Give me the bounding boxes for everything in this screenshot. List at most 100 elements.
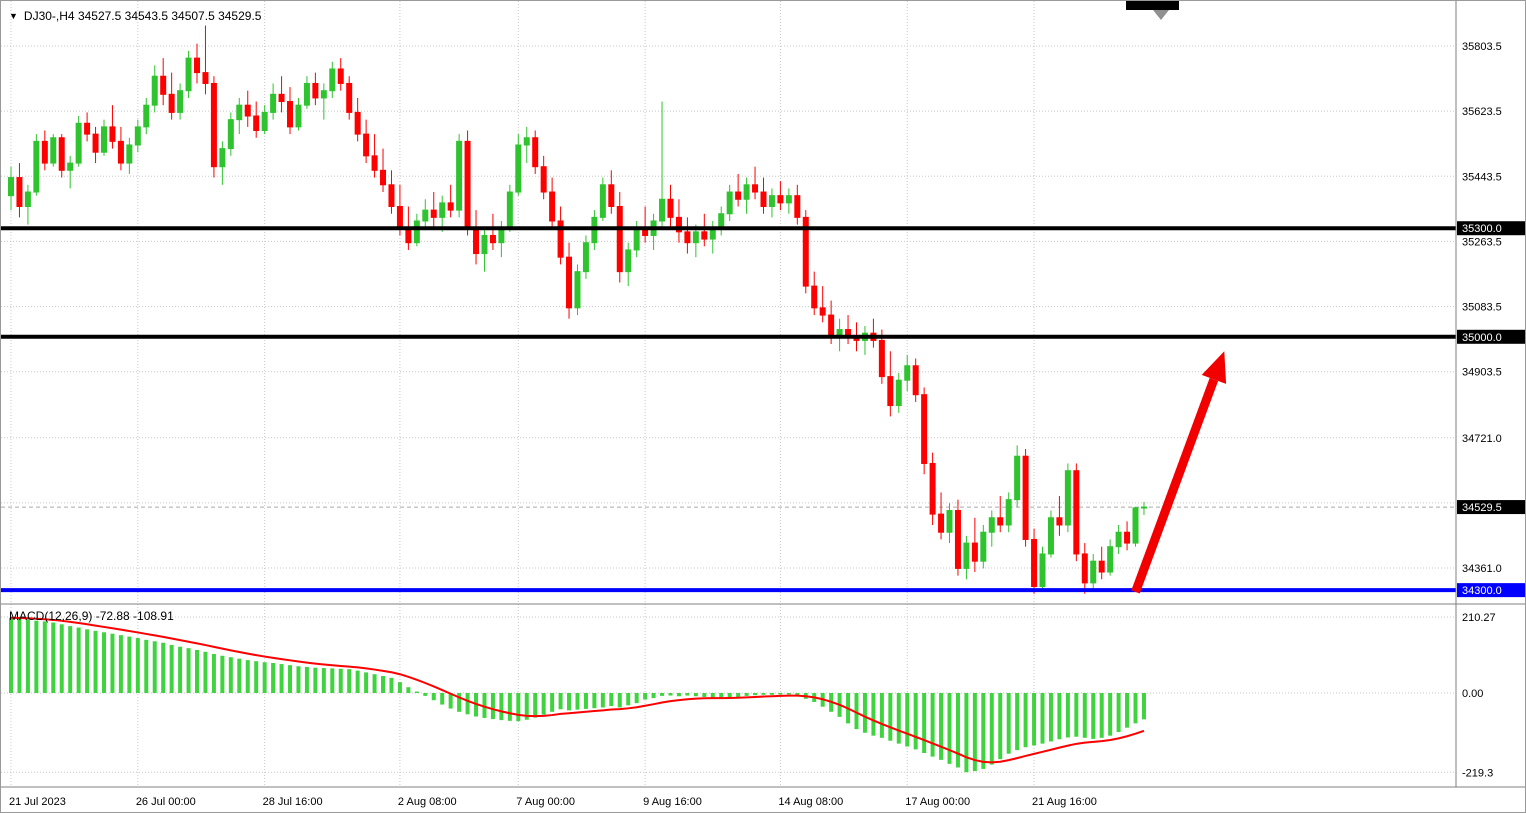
candle-up — [599, 184, 606, 218]
candle-down — [608, 184, 615, 208]
candle-down — [887, 376, 894, 407]
macd-bar — [271, 662, 276, 693]
macd-bar — [744, 693, 749, 696]
top-black-strip — [1126, 1, 1179, 10]
candle-up — [185, 57, 192, 92]
candle-up — [1064, 470, 1071, 526]
candle-down — [380, 169, 387, 186]
candle-up — [633, 227, 640, 251]
candle-up — [743, 184, 750, 200]
time-axis-label: 21 Aug 16:00 — [1032, 796, 1097, 808]
candle-up — [295, 104, 302, 128]
macd-bar — [178, 646, 183, 693]
quote-collapse-icon[interactable]: ▼ — [9, 10, 18, 21]
price-axis-label: 35803.5 — [1462, 41, 1502, 53]
candle-down — [1031, 538, 1038, 588]
macd-bar — [643, 693, 648, 700]
macd-bar — [930, 693, 935, 757]
macd-bar — [558, 693, 563, 710]
chart-shift-marker-icon[interactable] — [1153, 10, 1169, 20]
price-axis-label: 35083.5 — [1462, 302, 1502, 314]
candle-up — [1140, 506, 1147, 509]
macd-bar — [533, 693, 538, 718]
macd-bar — [888, 693, 893, 741]
macd-bar — [998, 693, 1003, 760]
macd-bar — [592, 693, 597, 709]
candle-down — [540, 166, 547, 193]
candle-down — [802, 216, 809, 287]
macd-bar — [211, 653, 216, 693]
candle-up — [126, 144, 133, 164]
trend-arrow-shaft[interactable] — [1131, 377, 1219, 594]
candle-up — [963, 542, 970, 569]
candle-up — [904, 365, 911, 381]
macd-bar — [381, 676, 386, 693]
candle-up — [456, 140, 463, 211]
macd-bar — [651, 693, 656, 699]
svg-text:34300.0: 34300.0 — [1462, 585, 1502, 597]
trend-arrow-head[interactable] — [1201, 351, 1227, 384]
macd-bar — [972, 693, 977, 772]
svg-text:35300.0: 35300.0 — [1462, 223, 1502, 235]
candle-down — [1022, 455, 1029, 540]
candle-up — [980, 531, 987, 562]
macd-bar — [753, 693, 758, 696]
macd-bar — [457, 693, 462, 712]
candle-down — [210, 82, 217, 168]
macd-bar — [989, 693, 994, 765]
candle-up — [1090, 560, 1097, 584]
candle-up — [1115, 531, 1122, 548]
candle-down — [735, 191, 742, 200]
candle-down — [109, 126, 116, 142]
candle-down — [828, 314, 835, 338]
macd-bar — [1057, 693, 1062, 740]
macd-bar — [482, 693, 487, 718]
macd-bar — [1125, 693, 1130, 728]
candle-up — [1132, 507, 1139, 544]
macd-bar — [905, 693, 910, 747]
candle-down — [117, 140, 124, 164]
candle-down — [202, 72, 209, 84]
macd-bar — [152, 641, 157, 693]
macd-bar — [144, 639, 149, 693]
svg-text:35000.0: 35000.0 — [1462, 332, 1502, 344]
time-axis-label: 26 Jul 00:00 — [136, 796, 196, 808]
macd-bar — [1074, 693, 1079, 737]
candle-up — [1107, 546, 1114, 573]
macd-axis-label: 210.27 — [1462, 612, 1496, 624]
macd-bar — [51, 622, 56, 693]
macd-bar — [516, 693, 521, 722]
candle-up — [8, 177, 14, 197]
macd-bar — [347, 669, 352, 693]
candle-up — [261, 111, 268, 132]
macd-indicator-label: MACD(12,26,9) -72.88 -108.91 — [9, 609, 174, 623]
macd-axis-label: 0.00 — [1462, 688, 1483, 700]
candle-down — [253, 115, 260, 132]
macd-bar — [981, 693, 986, 769]
macd-bar — [220, 655, 225, 693]
macd-bar — [397, 682, 402, 693]
candle-down — [312, 82, 319, 99]
candle-up — [785, 195, 792, 204]
macd-bar — [110, 633, 115, 693]
candle-down — [794, 195, 801, 218]
candle-up — [625, 249, 632, 273]
macd-bar — [169, 644, 174, 693]
time-axis: 21 Jul 2023 26 Jul 00:00 28 Jul 16:00 2 Aug… — [9, 796, 1097, 808]
candle-down — [1124, 531, 1131, 544]
candle-up — [692, 231, 699, 244]
macd-bar — [279, 664, 284, 693]
candle-down — [921, 394, 928, 464]
macd-bar — [693, 693, 698, 697]
price-axis-label: 34721.0 — [1462, 433, 1502, 445]
macd-bar — [854, 693, 859, 730]
candle-down — [396, 206, 403, 229]
candle-up — [1005, 499, 1012, 526]
macd-bar — [372, 674, 377, 693]
candle-up — [227, 119, 234, 150]
macd-bar — [947, 693, 952, 764]
macd-bar — [922, 693, 927, 754]
time-axis-label: 21 Jul 2023 — [9, 796, 66, 808]
